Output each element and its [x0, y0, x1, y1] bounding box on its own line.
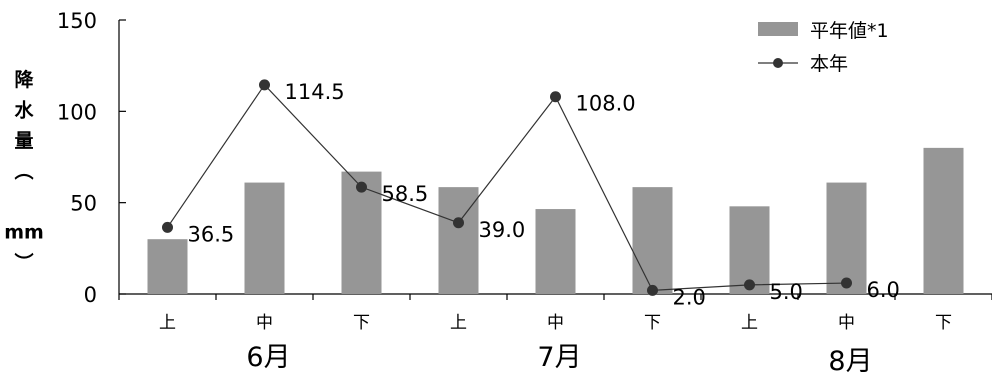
x-category-label: 下	[935, 313, 952, 333]
line-series	[162, 79, 852, 296]
bar	[632, 187, 673, 294]
axes: 0 50 100 150 上 中 下 上 中 下 上 中 下 6月 7月 8月	[57, 9, 992, 374]
data-label: 114.5	[285, 80, 345, 104]
legend-swatch-bar	[758, 22, 798, 36]
x-group-label: 8月	[828, 346, 872, 374]
y-axis-label-char: （	[12, 161, 35, 180]
y-axis-label-char: 量	[14, 130, 33, 152]
y-tick-label: 150	[57, 9, 97, 33]
x-category-label: 上	[450, 313, 467, 333]
bar	[826, 182, 867, 294]
y-axis-label: 降水量 （ mm ）	[4, 68, 44, 272]
bars	[147, 147, 964, 294]
y-axis-label-char: 水	[14, 100, 34, 122]
x-category-label: 下	[644, 313, 661, 333]
data-point	[356, 181, 367, 193]
legend-label: 本年	[810, 53, 848, 75]
data-label: 39.0	[479, 218, 526, 242]
data-label: 6.0	[867, 278, 900, 302]
y-axis-label-char: mm	[4, 222, 44, 244]
data-point	[647, 284, 658, 296]
data-point	[453, 217, 464, 229]
series-line	[167, 83, 847, 291]
x-group-label: 6月	[246, 342, 290, 373]
bar	[923, 147, 964, 294]
y-axis-label-char: ）	[12, 252, 35, 271]
x-category-label: 上	[159, 313, 176, 333]
x-category-label: 下	[353, 313, 370, 333]
legend: 平年値*1 本年	[758, 20, 889, 75]
data-point	[259, 79, 270, 91]
x-category-label: 中	[547, 313, 564, 333]
bar	[147, 239, 188, 294]
data-point	[550, 91, 561, 103]
data-label: 36.5	[188, 222, 235, 246]
data-label: 108.0	[576, 92, 636, 116]
data-label: 2.0	[673, 285, 706, 309]
legend-swatch-marker	[773, 58, 783, 68]
data-label: 5.0	[770, 280, 803, 304]
data-point	[162, 221, 173, 233]
bar	[535, 209, 576, 294]
x-category-label: 上	[741, 313, 758, 333]
legend-label: 平年値*1	[810, 20, 889, 42]
y-tick-label: 100	[57, 100, 97, 124]
x-category-label: 中	[838, 313, 855, 333]
y-tick-label: 0	[84, 283, 97, 307]
data-label: 58.5	[382, 182, 429, 206]
bar	[438, 187, 479, 294]
y-tick-label: 50	[70, 192, 97, 216]
x-category-label: 中	[256, 313, 273, 333]
y-axis-label-char: 降	[14, 68, 34, 91]
data-point	[841, 277, 852, 289]
bar	[244, 182, 285, 294]
x-group-label: 7月	[537, 342, 581, 373]
data-labels: 36.5 114.5 58.5 39.0 108.0 2.0 5.0 6.0	[188, 80, 900, 310]
data-point	[744, 279, 755, 291]
